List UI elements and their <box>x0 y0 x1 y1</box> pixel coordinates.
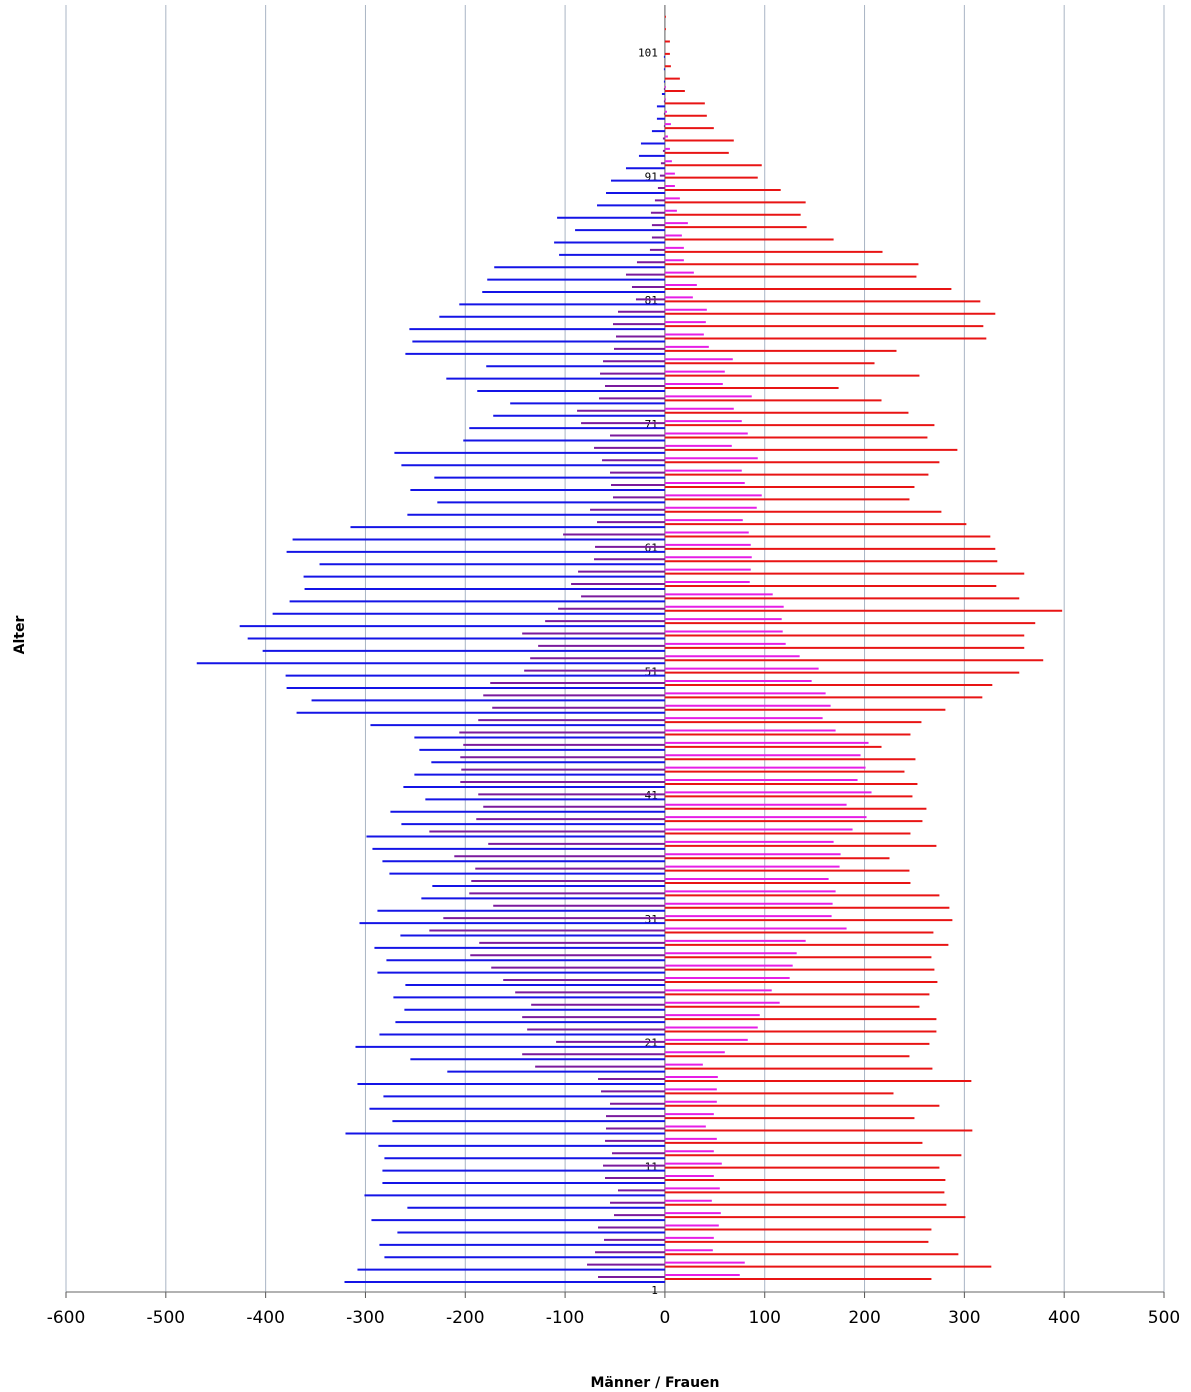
x-tick-label: 300 <box>948 1308 980 1328</box>
y-axis-label: Alter <box>12 616 28 655</box>
x-tick-label: 200 <box>848 1308 880 1328</box>
x-tick-label: -200 <box>446 1308 485 1328</box>
x-tick-label: -400 <box>246 1308 285 1328</box>
x-tick-label: 400 <box>1048 1308 1080 1328</box>
x-tick-label: 500 <box>1148 1308 1180 1328</box>
x-tick-label: -600 <box>47 1308 86 1328</box>
x-tick-label: -300 <box>346 1308 385 1328</box>
x-tick-label: 0 <box>659 1308 670 1328</box>
y-tick-label: 1 <box>651 1284 658 1297</box>
x-axis-label: Männer / Frauen <box>590 1375 719 1391</box>
x-tick-label: -500 <box>147 1308 186 1328</box>
y-tick-label: 101 <box>638 47 658 60</box>
x-tick-label: 100 <box>749 1308 781 1328</box>
x-tick-label: -100 <box>546 1308 585 1328</box>
